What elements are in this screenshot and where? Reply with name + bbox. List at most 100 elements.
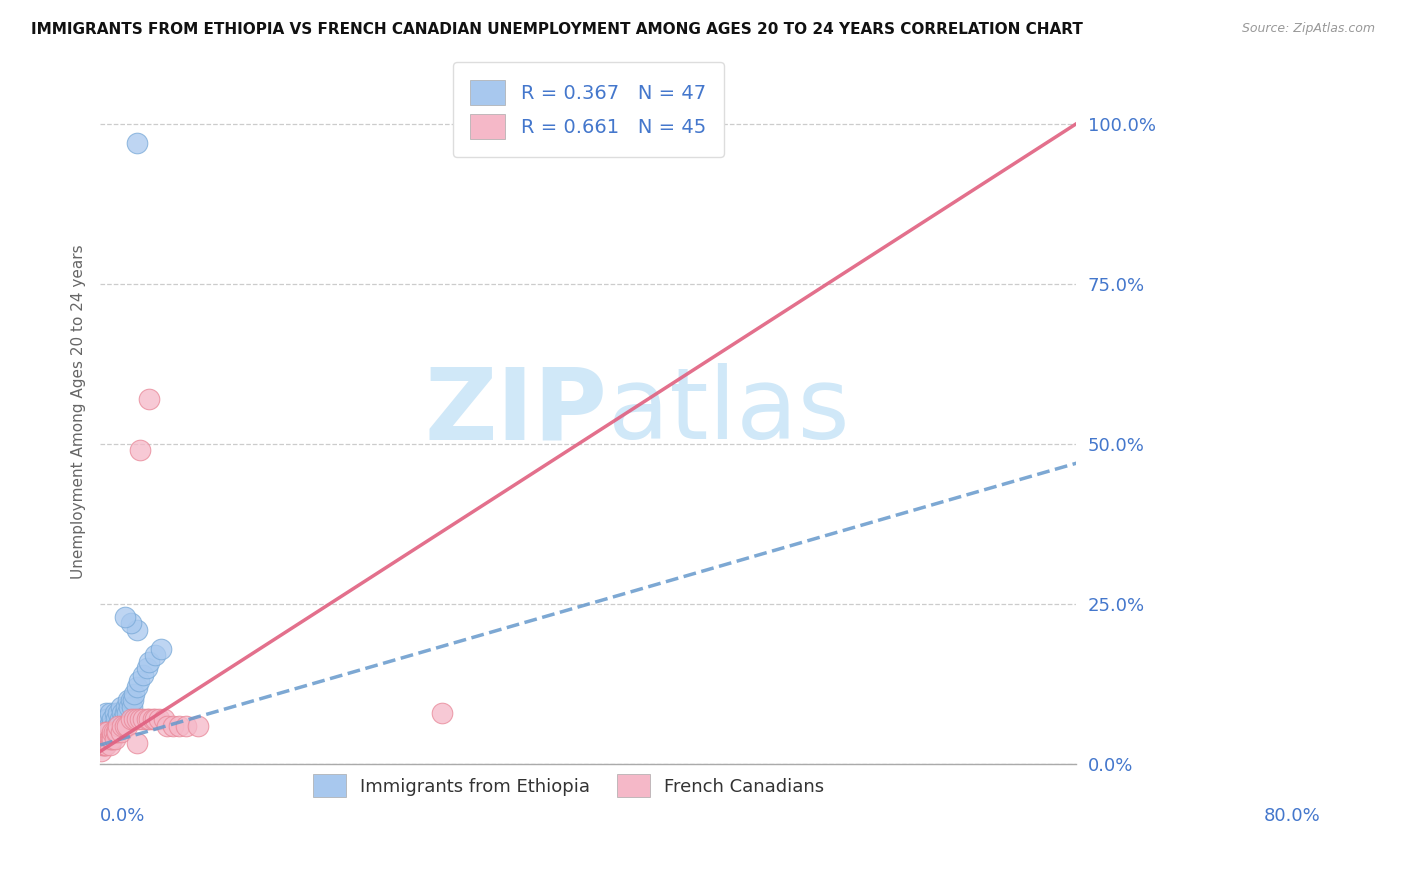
Point	[115, 706, 138, 720]
Point	[94, 738, 117, 752]
Point	[120, 693, 142, 707]
Point	[430, 706, 453, 720]
Text: IMMIGRANTS FROM ETHIOPIA VS FRENCH CANADIAN UNEMPLOYMENT AMONG AGES 20 TO 24 YEA: IMMIGRANTS FROM ETHIOPIA VS FRENCH CANAD…	[31, 22, 1083, 37]
Point	[142, 713, 165, 727]
Point	[150, 642, 173, 657]
Legend: Immigrants from Ethiopia, French Canadians: Immigrants from Ethiopia, French Canadia…	[307, 767, 831, 805]
Point	[138, 713, 160, 727]
Text: 0.0%: 0.0%	[100, 806, 145, 824]
Point	[96, 725, 118, 739]
Point	[100, 731, 122, 746]
Point	[96, 731, 118, 746]
Point	[98, 738, 121, 752]
Point	[114, 719, 136, 733]
Point	[110, 725, 132, 739]
Point	[174, 719, 197, 733]
Point	[120, 616, 142, 631]
Point	[103, 719, 125, 733]
Point	[107, 719, 129, 733]
Point	[115, 719, 138, 733]
Point	[129, 713, 152, 727]
Point	[129, 443, 152, 458]
Point	[90, 738, 112, 752]
Point	[90, 744, 112, 758]
Point	[103, 725, 125, 739]
Point	[112, 713, 135, 727]
Point	[111, 719, 134, 733]
Point	[98, 725, 121, 739]
Point	[114, 699, 136, 714]
Point	[117, 693, 139, 707]
Point	[101, 713, 124, 727]
Point	[94, 719, 117, 733]
Point	[98, 706, 121, 720]
Point	[143, 648, 166, 663]
Point	[108, 713, 131, 727]
Text: 80.0%: 80.0%	[1264, 806, 1320, 824]
Point	[138, 392, 160, 406]
Point	[105, 719, 128, 733]
Point	[132, 667, 155, 681]
Point	[162, 719, 184, 733]
Point	[96, 725, 118, 739]
Point	[132, 713, 155, 727]
Point	[94, 725, 117, 739]
Point	[156, 719, 179, 733]
Point	[125, 136, 148, 150]
Point	[169, 719, 191, 733]
Point	[124, 687, 146, 701]
Point	[101, 725, 124, 739]
Point	[110, 699, 132, 714]
Point	[114, 706, 136, 720]
Text: atlas: atlas	[607, 363, 849, 460]
Point	[114, 610, 136, 624]
Text: Source: ZipAtlas.com: Source: ZipAtlas.com	[1241, 22, 1375, 36]
Point	[97, 719, 120, 733]
Point	[122, 693, 145, 707]
Point	[93, 725, 115, 739]
Point	[135, 713, 157, 727]
Point	[125, 713, 148, 727]
Point	[93, 713, 115, 727]
Point	[104, 713, 127, 727]
Point	[93, 731, 115, 746]
Point	[125, 681, 148, 695]
Point	[96, 725, 118, 739]
Point	[94, 731, 117, 746]
Point	[100, 719, 122, 733]
Point	[93, 738, 115, 752]
Point	[96, 738, 118, 752]
Point	[91, 731, 114, 746]
Point	[124, 713, 146, 727]
Point	[97, 731, 120, 746]
Point	[104, 731, 127, 746]
Y-axis label: Unemployment Among Ages 20 to 24 years: Unemployment Among Ages 20 to 24 years	[72, 244, 86, 579]
Point	[135, 661, 157, 675]
Point	[121, 699, 143, 714]
Point	[101, 731, 124, 746]
Point	[107, 706, 129, 720]
Point	[187, 719, 209, 733]
Point	[118, 699, 141, 714]
Point	[91, 738, 114, 752]
Point	[98, 731, 121, 746]
Point	[105, 725, 128, 739]
Point	[148, 713, 170, 727]
Point	[120, 713, 142, 727]
Point	[111, 706, 134, 720]
Point	[143, 713, 166, 727]
Point	[91, 719, 114, 733]
Point	[152, 713, 174, 727]
Text: ZIP: ZIP	[425, 363, 607, 460]
Point	[138, 655, 160, 669]
Point	[97, 731, 120, 746]
Point	[128, 673, 150, 688]
Point	[96, 731, 118, 746]
Point	[96, 713, 118, 727]
Point	[125, 623, 148, 637]
Point	[101, 725, 124, 739]
Point	[125, 736, 148, 750]
Point	[96, 706, 118, 720]
Point	[104, 725, 127, 739]
Point	[104, 706, 127, 720]
